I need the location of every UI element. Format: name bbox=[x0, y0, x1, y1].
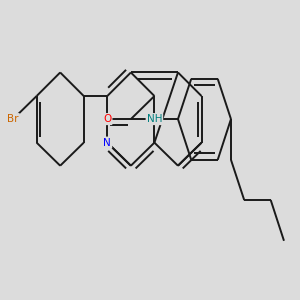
Text: Br: Br bbox=[7, 114, 19, 124]
Text: N: N bbox=[103, 138, 111, 148]
Text: NH: NH bbox=[147, 114, 162, 124]
Text: O: O bbox=[103, 114, 111, 124]
